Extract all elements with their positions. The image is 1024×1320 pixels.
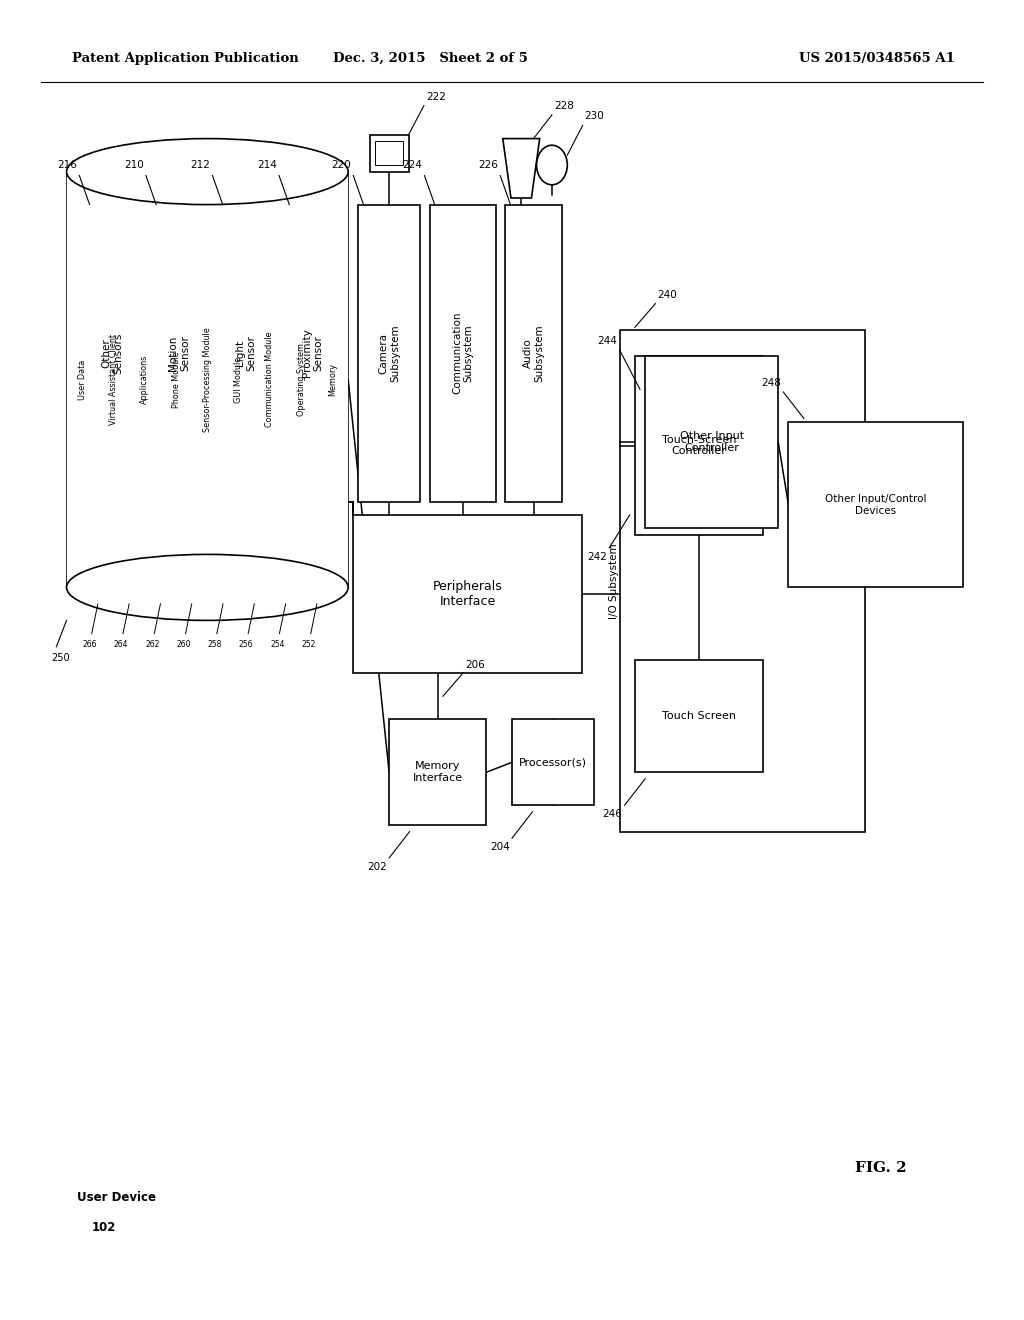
Text: 246: 246 bbox=[603, 809, 623, 820]
Text: 222: 222 bbox=[426, 91, 445, 102]
Text: 204: 204 bbox=[490, 842, 510, 853]
FancyBboxPatch shape bbox=[84, 205, 141, 502]
Text: Memory
Interface: Memory Interface bbox=[413, 762, 463, 783]
Text: 228: 228 bbox=[554, 100, 573, 111]
Polygon shape bbox=[503, 139, 540, 198]
Text: 250: 250 bbox=[51, 653, 70, 664]
Text: 260: 260 bbox=[176, 640, 190, 649]
Text: 254: 254 bbox=[270, 640, 285, 649]
Text: 224: 224 bbox=[402, 160, 422, 170]
FancyBboxPatch shape bbox=[67, 172, 348, 587]
Text: 242: 242 bbox=[588, 552, 607, 562]
Text: Peripherals
Interface: Peripherals Interface bbox=[432, 579, 503, 609]
Text: 248: 248 bbox=[762, 378, 781, 388]
Text: I/O Subsystem: I/O Subsystem bbox=[609, 543, 620, 619]
Ellipse shape bbox=[67, 139, 348, 205]
Text: Other Input/Control
Devices: Other Input/Control Devices bbox=[824, 494, 927, 516]
Text: 202: 202 bbox=[368, 862, 387, 873]
Text: Communication Module: Communication Module bbox=[265, 331, 274, 428]
Text: Communication
Subsystem: Communication Subsystem bbox=[452, 312, 474, 395]
Text: 212: 212 bbox=[190, 160, 211, 170]
Text: Patent Application Publication: Patent Application Publication bbox=[72, 51, 298, 65]
Text: Proximity
Sensor: Proximity Sensor bbox=[301, 329, 324, 378]
FancyBboxPatch shape bbox=[788, 422, 963, 587]
Text: Virtual Assistant Client: Virtual Assistant Client bbox=[109, 334, 118, 425]
Text: User Data: User Data bbox=[78, 359, 87, 400]
Text: Dec. 3, 2015   Sheet 2 of 5: Dec. 3, 2015 Sheet 2 of 5 bbox=[333, 51, 527, 65]
Text: 230: 230 bbox=[585, 111, 604, 121]
Text: Touch Screen: Touch Screen bbox=[662, 711, 736, 721]
Text: Motion
Sensor: Motion Sensor bbox=[168, 335, 190, 371]
Ellipse shape bbox=[67, 554, 348, 620]
FancyBboxPatch shape bbox=[375, 141, 403, 165]
Text: 206: 206 bbox=[465, 660, 485, 671]
Text: 252: 252 bbox=[301, 640, 315, 649]
FancyBboxPatch shape bbox=[358, 205, 420, 502]
Text: 244: 244 bbox=[598, 335, 617, 346]
Text: 264: 264 bbox=[114, 640, 128, 649]
FancyBboxPatch shape bbox=[370, 135, 409, 172]
Text: GUI Module: GUI Module bbox=[234, 356, 243, 403]
Text: Light
Sensor: Light Sensor bbox=[234, 335, 257, 371]
Text: Sensor-Processing Module: Sensor-Processing Module bbox=[203, 327, 212, 432]
Text: 210: 210 bbox=[124, 160, 143, 170]
Text: Touch-Screen
Controller: Touch-Screen Controller bbox=[662, 434, 736, 457]
Text: 240: 240 bbox=[657, 289, 677, 300]
Text: Other Input
Controller: Other Input Controller bbox=[680, 432, 743, 453]
FancyBboxPatch shape bbox=[635, 660, 763, 772]
Text: Other
Sensors: Other Sensors bbox=[101, 333, 124, 374]
Text: 226: 226 bbox=[478, 160, 498, 170]
Text: Processor(s): Processor(s) bbox=[519, 758, 587, 767]
Text: Operating System: Operating System bbox=[297, 343, 306, 416]
FancyBboxPatch shape bbox=[152, 205, 207, 502]
Text: 258: 258 bbox=[208, 640, 222, 649]
FancyBboxPatch shape bbox=[635, 356, 763, 535]
Text: 266: 266 bbox=[82, 640, 97, 649]
Text: 216: 216 bbox=[57, 160, 78, 170]
Text: Memory: Memory bbox=[328, 363, 337, 396]
Text: FIG. 2: FIG. 2 bbox=[855, 1162, 906, 1175]
Text: 262: 262 bbox=[145, 640, 160, 649]
FancyBboxPatch shape bbox=[430, 205, 497, 502]
Text: Applications: Applications bbox=[140, 355, 150, 404]
Text: 256: 256 bbox=[239, 640, 253, 649]
FancyBboxPatch shape bbox=[645, 356, 778, 528]
Text: Phone Module: Phone Module bbox=[172, 351, 180, 408]
Circle shape bbox=[537, 145, 567, 185]
FancyBboxPatch shape bbox=[217, 205, 274, 502]
Text: 102: 102 bbox=[92, 1221, 117, 1234]
FancyBboxPatch shape bbox=[512, 719, 594, 805]
FancyBboxPatch shape bbox=[284, 205, 340, 502]
FancyBboxPatch shape bbox=[389, 719, 486, 825]
FancyBboxPatch shape bbox=[506, 205, 561, 502]
Text: US 2015/0348565 A1: US 2015/0348565 A1 bbox=[799, 51, 954, 65]
FancyBboxPatch shape bbox=[353, 515, 582, 673]
Text: 214: 214 bbox=[257, 160, 276, 170]
Text: Audio
Subsystem: Audio Subsystem bbox=[522, 325, 545, 381]
Text: 220: 220 bbox=[332, 160, 351, 170]
Text: Camera
Subsystem: Camera Subsystem bbox=[378, 325, 400, 381]
Text: User Device: User Device bbox=[77, 1191, 156, 1204]
